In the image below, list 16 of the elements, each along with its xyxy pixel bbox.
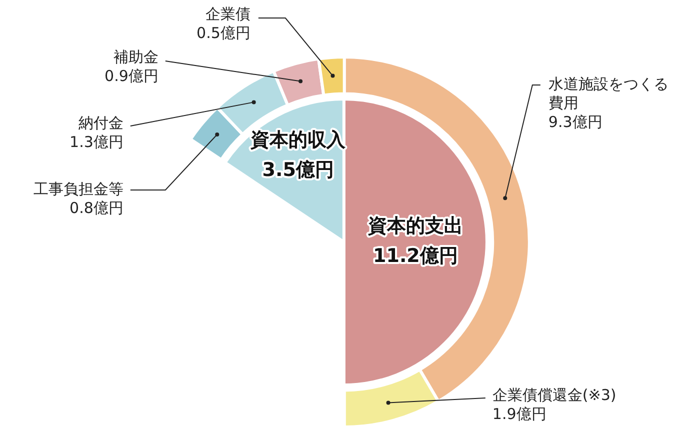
slice-label: 企業債償還金(※3) <box>492 386 616 404</box>
data-label: 0.9億円 <box>104 66 158 85</box>
slice-label: 企業債 <box>205 4 250 23</box>
data-label: 1.9億円 <box>492 404 546 423</box>
slice-label: 納付金 <box>78 114 124 132</box>
data-label: 0.8億円 <box>69 198 124 217</box>
data-label: 0.5億円 <box>196 24 250 42</box>
slice-label: 水道施設をつくる費用 <box>548 74 668 112</box>
slice-label: 工事負担金等 <box>33 180 124 198</box>
slice-label: 資本的支出 <box>367 214 464 237</box>
slice-label: 資本的収入 <box>250 129 347 152</box>
data-label: 9.3億円 <box>548 112 602 131</box>
data-label: 1.3億円 <box>69 132 124 151</box>
data-label: 11.2億円 <box>373 244 458 267</box>
data-label: 3.5億円 <box>262 159 334 182</box>
slice-label: 補助金 <box>113 48 158 66</box>
